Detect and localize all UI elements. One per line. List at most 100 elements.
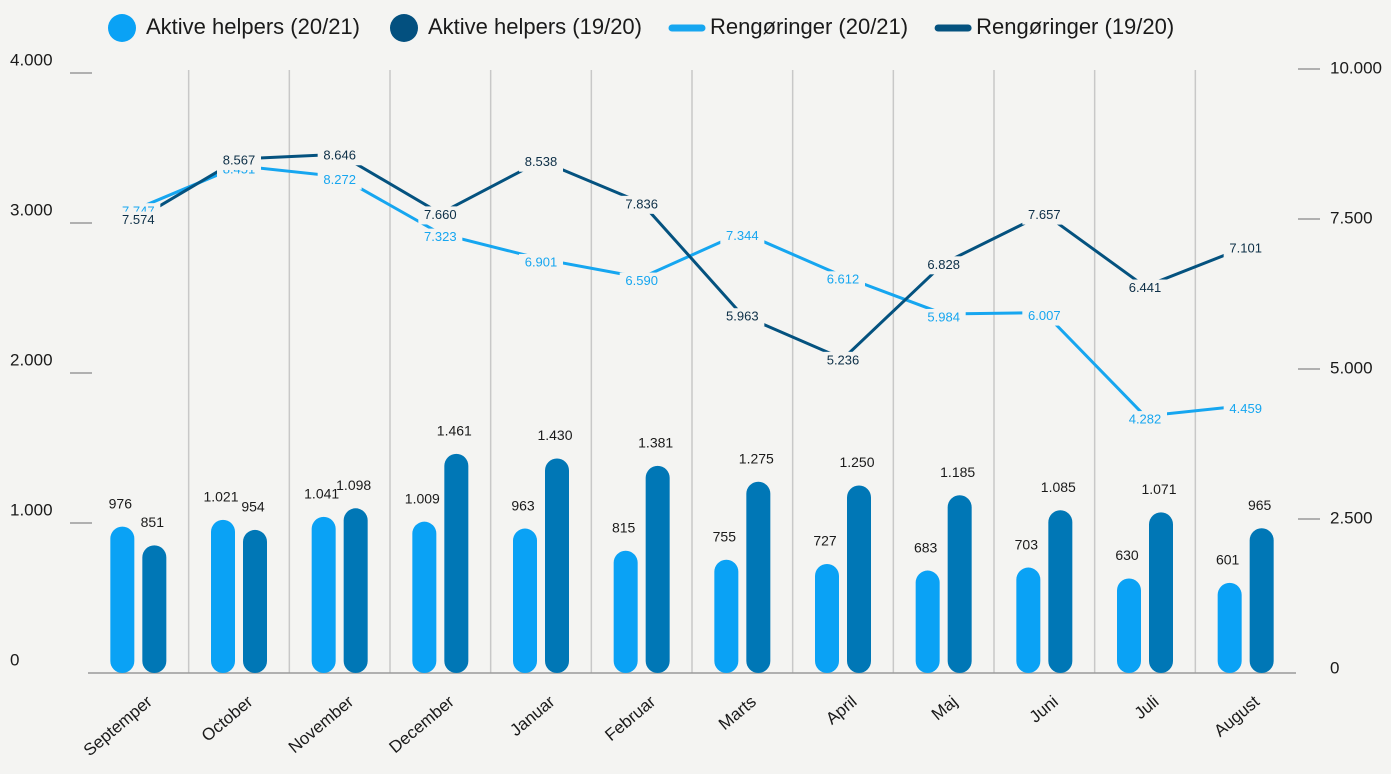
- label-background: [720, 308, 765, 327]
- bar: [513, 528, 537, 673]
- line-value-label: 7.323: [424, 229, 457, 244]
- line-value-label: 4.459: [1229, 401, 1262, 416]
- label-background: [1022, 307, 1067, 326]
- bar-value-label: 954: [241, 499, 265, 515]
- label-background: [116, 211, 161, 230]
- legend-label: Rengøringer (19/20): [976, 14, 1174, 39]
- label-background: [519, 253, 563, 272]
- y2-tick-label: 0: [1330, 658, 1339, 677]
- line-value-label: 8.538: [525, 154, 558, 169]
- bar-value-label: 630: [1115, 547, 1139, 563]
- label-background: [619, 195, 664, 214]
- legend-label: Aktive helpers (20/21): [146, 14, 360, 39]
- line-value-label: 8.567: [223, 152, 256, 167]
- line-value-label: 6.828: [927, 257, 960, 272]
- line-value-label: 6.590: [625, 273, 658, 288]
- bar: [915, 570, 940, 673]
- legend-marker: [108, 14, 136, 42]
- bar-value-label: 1.250: [839, 454, 874, 470]
- bar-value-label: 703: [1015, 536, 1039, 552]
- legend-label: Aktive helpers (19/20): [428, 14, 642, 39]
- label-background: [1223, 400, 1268, 419]
- bar-value-label: 1.461: [437, 423, 472, 439]
- x-tick-label: August: [1210, 692, 1263, 741]
- bar: [1249, 528, 1274, 673]
- line-value-label: 7.101: [1229, 240, 1262, 255]
- label-background: [821, 351, 865, 370]
- bar-value-label: 1.185: [940, 464, 975, 480]
- bar: [1149, 512, 1173, 673]
- y2-tick-label: 2.500: [1330, 508, 1373, 527]
- y2-tick-label: 10.000: [1330, 58, 1382, 77]
- bar: [412, 521, 437, 673]
- y2-tick-label: 7.500: [1330, 208, 1373, 227]
- line-value-label: 7.574: [122, 212, 155, 227]
- x-tick-label: Juni: [1026, 692, 1062, 727]
- label-background: [519, 153, 563, 172]
- line-value-label: 6.441: [1129, 280, 1162, 295]
- bar: [444, 453, 469, 673]
- label-background: [1123, 279, 1167, 298]
- bar: [142, 545, 167, 673]
- label-background: [1123, 411, 1167, 430]
- bar-value-label: 1.071: [1141, 481, 1176, 497]
- label-background: [1022, 206, 1067, 225]
- bar-value-label: 1.085: [1041, 479, 1076, 495]
- bar-value-label: 601: [1216, 552, 1240, 568]
- line-value-label: 6.901: [525, 254, 558, 269]
- bar: [343, 508, 368, 673]
- bar: [746, 481, 771, 673]
- bar-value-label: 965: [1248, 497, 1272, 513]
- label-background: [821, 271, 865, 290]
- bar-value-label: 851: [141, 514, 165, 530]
- x-tick-label: Januar: [506, 692, 558, 740]
- bar: [645, 465, 670, 673]
- bar-value-label: 976: [109, 495, 133, 511]
- label-background: [418, 206, 463, 225]
- bar: [613, 550, 638, 673]
- line-value-label: 4.282: [1129, 412, 1162, 427]
- label-background: [1223, 239, 1268, 258]
- bar-value-label: 1.381: [638, 435, 673, 451]
- bar: [243, 529, 267, 673]
- x-tick-label: December: [385, 692, 458, 757]
- y2-tick-label: 5.000: [1330, 358, 1373, 377]
- label-background: [418, 228, 463, 247]
- x-tick-label: Juli: [1131, 692, 1163, 723]
- y-tick-label: 0: [10, 650, 19, 669]
- label-background: [317, 147, 362, 166]
- label-background: [921, 256, 966, 275]
- line-value-label: 8.272: [323, 172, 356, 187]
- x-tick-label: Maj: [928, 692, 961, 724]
- x-tick-label: November: [285, 692, 358, 757]
- bar-value-label: 963: [511, 497, 535, 513]
- label-background: [619, 272, 664, 291]
- line-value-label: 8.646: [323, 148, 356, 163]
- bar: [211, 519, 235, 673]
- y-tick-label: 1.000: [10, 500, 53, 519]
- y-tick-label: 3.000: [10, 200, 53, 219]
- bar-value-label: 755: [713, 528, 737, 544]
- bar-value-label: 727: [813, 533, 837, 549]
- line-value-label: 5.984: [927, 309, 960, 324]
- x-tick-label: October: [198, 692, 257, 746]
- legend-label: Rengøringer (20/21): [710, 14, 908, 39]
- bar-value-label: 683: [914, 539, 938, 555]
- label-background: [921, 308, 966, 327]
- line-value-label: 7.344: [726, 228, 759, 243]
- bar: [1048, 510, 1073, 673]
- y-tick-label: 4.000: [10, 50, 53, 69]
- label-background: [720, 227, 765, 246]
- bar: [1016, 567, 1041, 673]
- y-tick-label: 2.000: [10, 350, 53, 369]
- x-tick-label: Februar: [601, 692, 659, 745]
- bar-value-label: 1.009: [405, 490, 440, 506]
- line-value-label: 5.963: [726, 309, 759, 324]
- line-value-label: 6.007: [1028, 308, 1061, 323]
- x-tick-label: Marts: [715, 692, 760, 734]
- label-background: [217, 151, 261, 170]
- bar-value-label: 1.275: [739, 450, 774, 466]
- bar: [545, 458, 569, 673]
- x-tick-label: Septemper: [80, 692, 156, 760]
- bar-value-label: 1.041: [304, 486, 339, 502]
